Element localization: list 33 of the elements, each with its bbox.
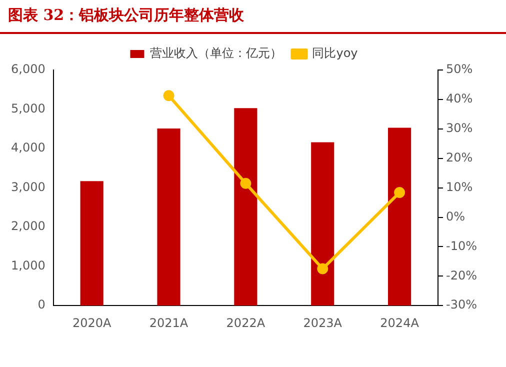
legend-label: 同比yoy: [312, 46, 358, 60]
x-tick-label: 2021A: [149, 316, 189, 330]
y2-tick-label: -20%: [446, 268, 478, 282]
x-tick-label: 2022A: [226, 316, 266, 330]
y2-tick-label: 0%: [446, 209, 466, 224]
bar: [311, 142, 334, 306]
y-tick-label: 2,000: [10, 219, 46, 234]
y2-tick-label: 40%: [446, 92, 473, 106]
y-tick-label: 5,000: [10, 101, 46, 116]
x-tick-label: 2024A: [380, 316, 420, 330]
bar: [234, 108, 258, 306]
y2-tick-label: -30%: [446, 298, 478, 312]
y-tick-label: 4,000: [10, 140, 46, 155]
x-tick-label: 2023A: [303, 316, 343, 330]
point: [240, 178, 252, 189]
bar: [388, 128, 412, 306]
y-tick-label: 3,000: [10, 180, 46, 194]
y2-tick-label: -10%: [446, 238, 478, 253]
point: [394, 187, 406, 198]
bar: [80, 181, 104, 306]
y2-tick-label: 20%: [446, 150, 473, 164]
x-tick-label: 2020A: [72, 316, 112, 330]
y-tick-label: 6,000: [10, 62, 46, 76]
legend-label: 营业收入（单位：亿元）: [150, 46, 282, 60]
chart-title: 图表 32：铝板块公司历年整体营收: [8, 6, 244, 25]
point: [317, 263, 328, 274]
point: [163, 90, 174, 102]
y2-tick-label: 30%: [446, 121, 473, 136]
bar: [157, 128, 180, 306]
y2-tick-label: 50%: [446, 62, 473, 76]
y2-tick-label: 10%: [446, 180, 473, 194]
y-tick-label: 1,000: [10, 258, 46, 272]
y-tick-label: 0: [38, 298, 46, 312]
